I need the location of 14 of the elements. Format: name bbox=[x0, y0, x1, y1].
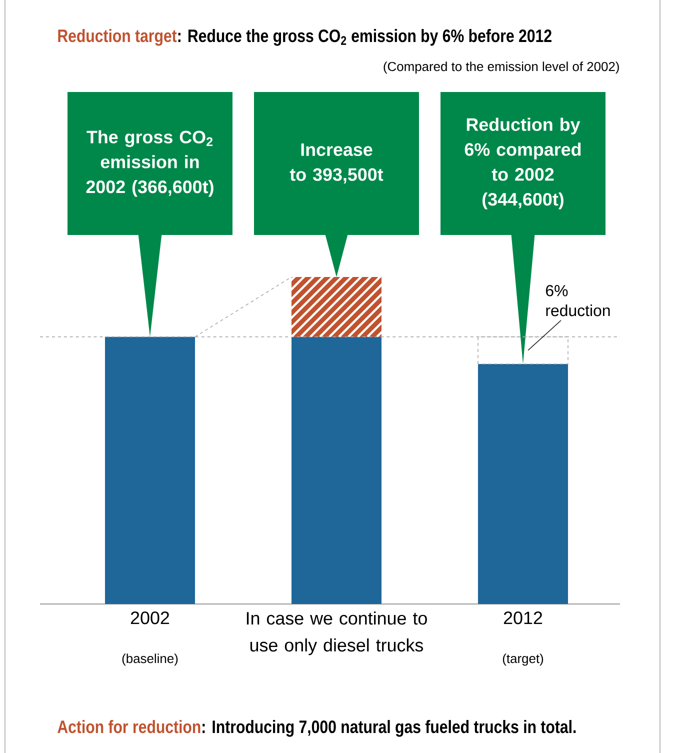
text: Reduction by 6% compared to 2002 (344,600t) bbox=[464, 118, 581, 210]
text: (baseline) bbox=[122, 654, 178, 666]
annotation: 6% reduction bbox=[546, 284, 610, 316]
text: Action for reduction bbox=[58, 720, 200, 734]
text: (Compared to the emission level of 2002) bbox=[384, 62, 619, 74]
chart-subtitle: : Reduce the gross CO$_{2}$ emission by 6% before 2012 bbox=[178, 28, 552, 46]
text: : Introducing 7,000 natural gas fueled trucks in total. bbox=[202, 720, 576, 737]
x-tick-label: 2002 bbox=[130, 612, 170, 624]
text: Increase to 393,500t bbox=[290, 143, 384, 184]
chart-title: Reduction target bbox=[58, 28, 177, 46]
x-tick-label: In case we continue to use only diesel trucks bbox=[246, 612, 427, 656]
text: (target) bbox=[502, 654, 544, 666]
x-tick-label: 2012 bbox=[504, 612, 542, 624]
text: The gross CO$_{2}$ emission in 2002 (366,600t) bbox=[86, 130, 214, 197]
